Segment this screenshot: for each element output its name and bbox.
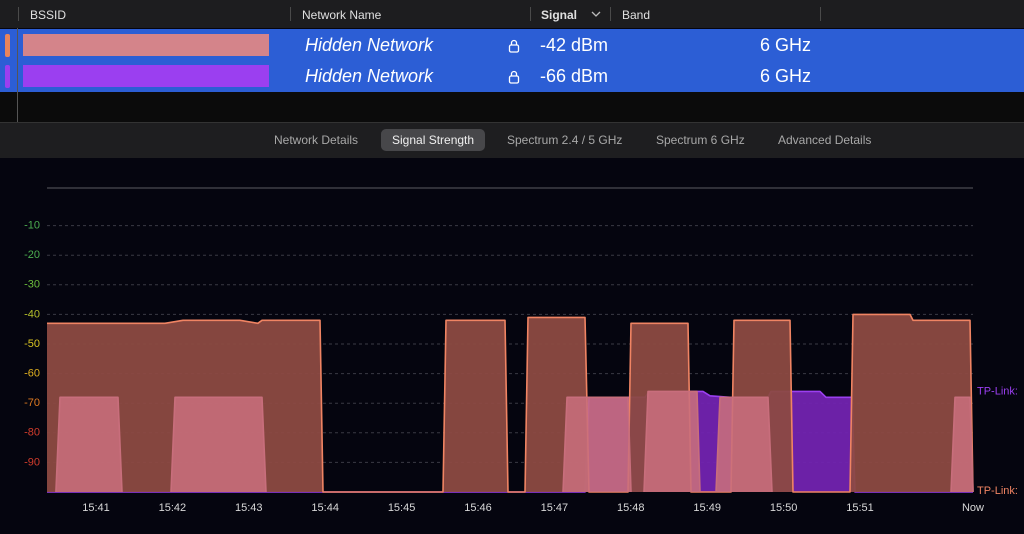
x-tick-label: 15:42 bbox=[159, 502, 187, 514]
column-header[interactable]: BSSID bbox=[30, 8, 67, 22]
x-tick-label: Now bbox=[962, 502, 984, 514]
x-tick-label: 15:45 bbox=[388, 502, 416, 514]
tab[interactable]: Spectrum 2.4 / 5 GHz bbox=[507, 133, 623, 147]
x-tick-label: 15:41 bbox=[82, 502, 110, 514]
column-separator bbox=[820, 7, 821, 21]
x-tick-label: 15:44 bbox=[311, 502, 339, 514]
x-tick-label: 15:50 bbox=[770, 502, 798, 514]
tab-bar: Network Details Signal Strength Spectrum 2… bbox=[0, 122, 1024, 158]
tab[interactable]: Signal Strength bbox=[381, 129, 486, 151]
x-tick-label: 15:48 bbox=[617, 502, 645, 514]
row-indicator bbox=[5, 34, 10, 57]
series-area bbox=[644, 391, 700, 492]
column-line bbox=[17, 28, 18, 122]
column-separator bbox=[18, 7, 19, 21]
chart: -10 -20 -30 -40 -50 -60 -70 -80 -90 15:41 15:42 15:… bbox=[24, 187, 1018, 514]
column-separator bbox=[290, 7, 291, 21]
x-tick-label: 15:46 bbox=[464, 502, 492, 514]
series-area bbox=[716, 397, 772, 492]
table-row[interactable]: Hidden Network -66 dBm 6 GHz bbox=[0, 61, 1024, 92]
x-tick-label: 15:51 bbox=[846, 502, 874, 514]
y-tick-label: -80 bbox=[24, 427, 40, 439]
column-header[interactable]: Signal bbox=[541, 8, 578, 22]
series-line bbox=[643, 390, 701, 493]
lock-icon bbox=[508, 70, 520, 84]
network-name: Hidden Network bbox=[305, 35, 434, 55]
signal: -42 dBm bbox=[540, 35, 609, 55]
series-line bbox=[55, 396, 123, 493]
series-line bbox=[950, 396, 974, 493]
y-tick-label: -50 bbox=[24, 338, 40, 350]
column-separator bbox=[530, 7, 531, 21]
series-line bbox=[562, 396, 632, 493]
y-tick-label: -10 bbox=[24, 220, 40, 232]
series-area bbox=[563, 397, 631, 492]
bssid-swatch bbox=[23, 65, 269, 87]
y-tick-label: -20 bbox=[24, 249, 40, 261]
bssid-swatch bbox=[23, 34, 269, 56]
series-area bbox=[951, 397, 973, 492]
row-indicator bbox=[5, 65, 10, 88]
tab[interactable]: Network Details bbox=[274, 133, 359, 147]
tab[interactable]: Advanced Details bbox=[778, 133, 872, 147]
y-tick-label: -70 bbox=[24, 397, 40, 409]
y-tick-label: -90 bbox=[24, 456, 40, 468]
y-tick-label: -30 bbox=[24, 279, 40, 291]
column-separator bbox=[610, 7, 611, 21]
series-label: TP-Link: bbox=[977, 385, 1018, 397]
y-tick-label: -40 bbox=[24, 308, 40, 320]
lock-icon bbox=[508, 39, 520, 53]
empty-area bbox=[0, 92, 1024, 122]
series-label: TP-Link: bbox=[977, 485, 1018, 497]
network-name: Hidden Network bbox=[305, 66, 434, 86]
signal: -66 dBm bbox=[540, 66, 609, 86]
y-tick-label: -60 bbox=[24, 368, 40, 380]
series-line bbox=[170, 396, 267, 493]
table-header: BSSID Network Name Signal Band bbox=[0, 0, 1024, 28]
band: 6 GHz bbox=[760, 66, 812, 86]
series-area bbox=[171, 397, 266, 492]
tab[interactable]: Spectrum 6 GHz bbox=[656, 133, 745, 147]
x-tick-label: 15:49 bbox=[693, 502, 721, 514]
sort-chevron bbox=[591, 11, 601, 17]
table-row[interactable]: Hidden Network -42 dBm 6 GHz bbox=[0, 30, 1024, 61]
column-header[interactable]: Network Name bbox=[302, 8, 382, 22]
x-tick-label: 15:47 bbox=[541, 502, 569, 514]
series-line bbox=[715, 396, 773, 493]
table-body: Hidden Network -42 dBm 6 GHz Hidden Network… bbox=[0, 29, 1024, 92]
column-header[interactable]: Band bbox=[622, 8, 651, 22]
band: 6 GHz bbox=[760, 35, 812, 55]
series-area bbox=[55, 397, 122, 492]
x-tick-label: 15:43 bbox=[235, 502, 263, 514]
